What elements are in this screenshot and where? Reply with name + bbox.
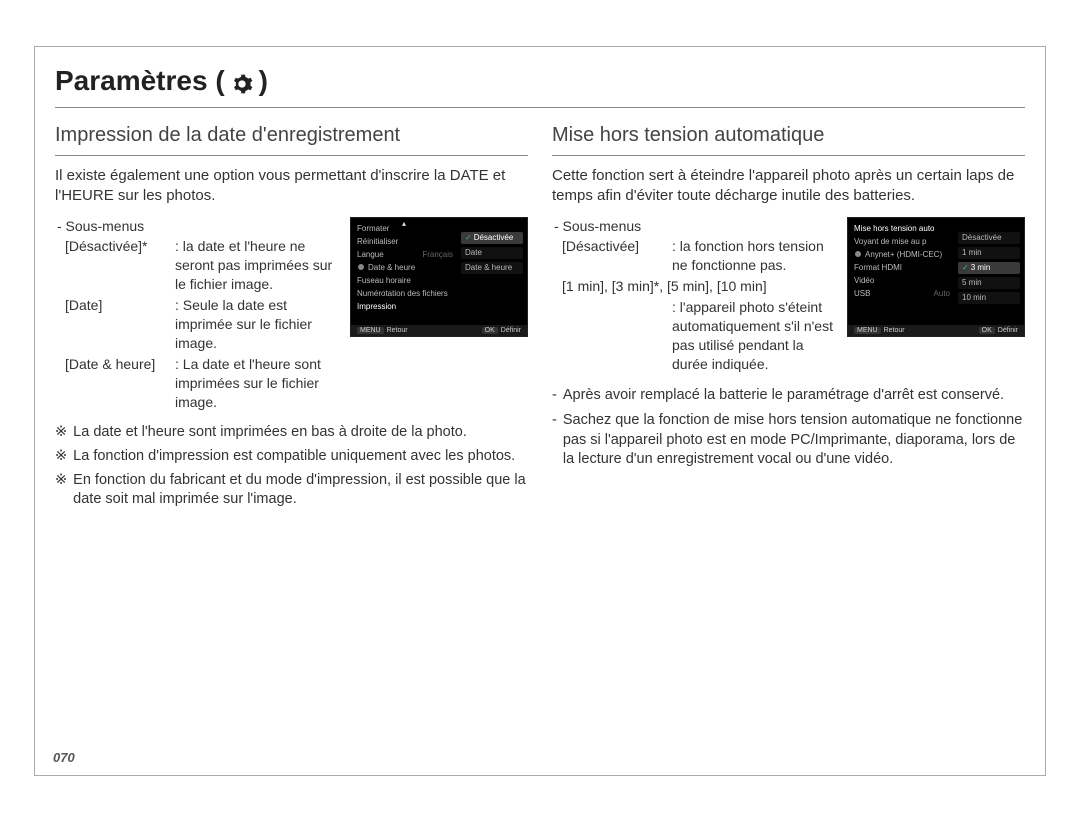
shot-item: Fuseau horaire <box>357 276 453 285</box>
shot-option: Date <box>461 247 523 259</box>
shot-item-selected: Impression <box>357 302 453 311</box>
right-notes: -Après avoir remplacé la batterie le par… <box>552 386 1025 470</box>
shot-item: Langue Français <box>357 250 453 259</box>
shot-option: 5 min <box>958 277 1020 289</box>
left-intro: Il existe également une option vous perm… <box>55 166 528 207</box>
dash-note: -Sachez que la fonction de mise hors ten… <box>552 411 1025 470</box>
def-row: [Date] : Seule la date est imprimée sur … <box>65 296 336 353</box>
def-row: [Date & heure] : La date et l'heure sont… <box>65 355 336 412</box>
note: ※La fonction d'impression est compatible… <box>55 447 528 467</box>
left-heading: Impression de la date d'enregistrement <box>55 118 528 156</box>
left-row: - Sous-menus [Désactivée]* : la date et … <box>55 217 528 412</box>
columns: Impression de la date d'enregistrement I… <box>55 118 1025 510</box>
def-val: : l'appareil photo s'éteint automatiquem… <box>672 298 833 374</box>
right-column: Mise hors tension automatique Cette fonc… <box>552 118 1025 510</box>
def-val: : Seule la date est imprimée sur le fich… <box>175 296 336 353</box>
right-camera-screenshot: Mise hors tension auto Voyant de mise au… <box>847 217 1025 337</box>
dash-note: -Après avoir remplacé la batterie le par… <box>552 386 1025 406</box>
shot-menu-right: Désactivée Date Date & heure <box>457 218 527 336</box>
shot-option-selected: Désactivée <box>461 232 523 244</box>
page-number: 070 <box>53 750 75 765</box>
submenu-label: - Sous-menus <box>554 217 833 236</box>
shot-item: Numérotation des fichiers <box>357 289 453 298</box>
shot-menu-right: Désactivée 1 min 3 min 5 min 10 min <box>954 218 1024 336</box>
right-submenu: - Sous-menus [Désactivée] : la fonction … <box>552 217 833 374</box>
shot-item: Vidéo <box>854 276 950 285</box>
note: ※En fonction du fabricant et du mode d'i… <box>55 471 528 510</box>
shot-item: Réinitialiser <box>357 237 453 246</box>
right-heading: Mise hors tension automatique <box>552 118 1025 156</box>
title-suffix: ) <box>259 65 268 97</box>
def-key: [1 min], [3 min]*, [5 min], [10 min] <box>562 277 833 296</box>
def-row: [Désactivée] : la fonction hors tension … <box>562 237 833 275</box>
shot-item: Anynet+ (HDMI-CEC) <box>854 250 950 259</box>
shot-footer: MENURetour OKDéfinir <box>848 325 1024 336</box>
chevron-up-icon: ▴ <box>402 219 406 228</box>
def-row: [Désactivée]* : la date et l'heure ne se… <box>65 237 336 294</box>
shot-option-selected: 3 min <box>958 262 1020 274</box>
def-key: [Désactivée] <box>562 237 672 275</box>
shot-item: USB Auto <box>854 289 950 298</box>
manual-page: Paramètres ( ) Impression de la date d'e… <box>34 46 1046 776</box>
def-val: : la date et l'heure ne seront pas impri… <box>175 237 336 294</box>
note: ※La date et l'heure sont imprimées en ba… <box>55 423 528 443</box>
shot-footer: MENURetour OKDéfinir <box>351 325 527 336</box>
shot-menu-left: Mise hors tension auto Voyant de mise au… <box>848 218 954 336</box>
submenu-label: - Sous-menus <box>57 217 336 236</box>
def-val: : la fonction hors tension ne fonctionne… <box>672 237 833 275</box>
shot-option: Désactivée <box>958 232 1020 244</box>
shot-option: 10 min <box>958 292 1020 304</box>
shot-option: Date & heure <box>461 262 523 274</box>
def-val: : La date et l'heure sont imprimées sur … <box>175 355 336 412</box>
def-key: [Date & heure] <box>65 355 175 412</box>
right-row: - Sous-menus [Désactivée] : la fonction … <box>552 217 1025 374</box>
def-row: : l'appareil photo s'éteint automatiquem… <box>562 298 833 374</box>
left-notes: ※La date et l'heure sont imprimées en ba… <box>55 423 528 509</box>
shot-item: Format HDMI <box>854 263 950 272</box>
right-intro: Cette fonction sert à éteindre l'apparei… <box>552 166 1025 207</box>
def-key: [Date] <box>65 296 175 353</box>
title-prefix: Paramètres ( <box>55 65 225 97</box>
def-key <box>562 298 672 374</box>
left-column: Impression de la date d'enregistrement I… <box>55 118 528 510</box>
shot-item: Date & heure <box>357 263 453 272</box>
def-row: [1 min], [3 min]*, [5 min], [10 min] <box>562 277 833 296</box>
def-key: [Désactivée]* <box>65 237 175 294</box>
shot-menu-left: ▴ Formater Réinitialiser Langue Français… <box>351 218 457 336</box>
left-submenu: - Sous-menus [Désactivée]* : la date et … <box>55 217 336 412</box>
shot-item: Voyant de mise au p <box>854 237 950 246</box>
gear-icon <box>231 70 253 92</box>
left-camera-screenshot: ▴ Formater Réinitialiser Langue Français… <box>350 217 528 337</box>
page-title: Paramètres ( ) <box>55 65 1025 108</box>
shot-option: 1 min <box>958 247 1020 259</box>
shot-item-selected: Mise hors tension auto <box>854 224 950 233</box>
